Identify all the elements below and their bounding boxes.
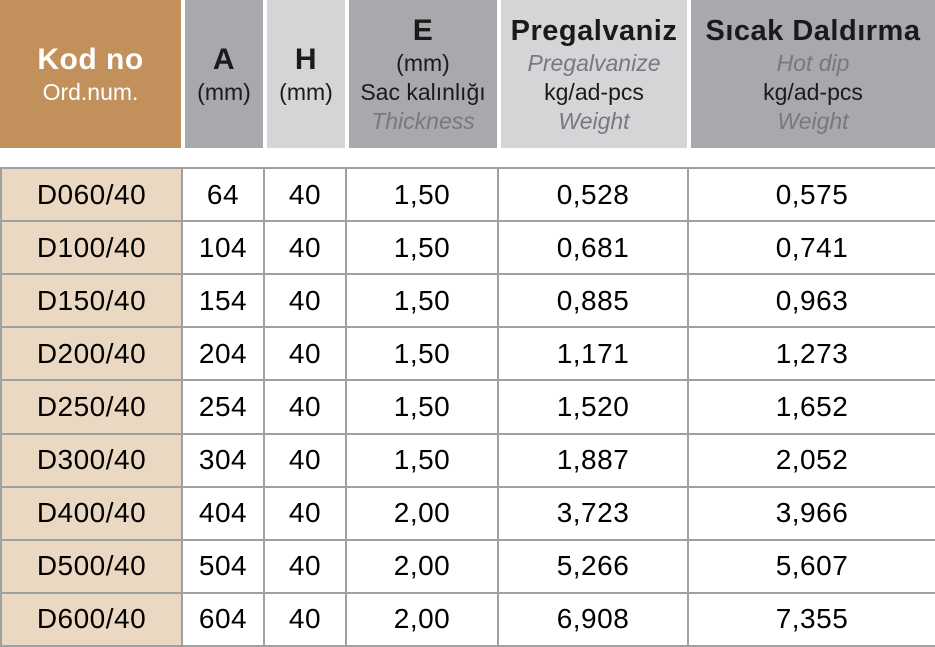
- cell-sicak-daldirma: 5,607: [687, 538, 935, 594]
- cell-pregalvaniz: 6,908: [497, 591, 689, 647]
- cell-e: 1,50: [345, 273, 499, 329]
- cell-pregalvaniz: 5,266: [497, 538, 689, 594]
- header-pregalvaniz-title: Pregalvaniz: [510, 14, 678, 47]
- header-pregalvaniz-unit: kg/ad-pcs: [544, 78, 644, 105]
- cell-a: 204: [181, 326, 265, 382]
- cell-sicak-daldirma: 0,741: [687, 220, 935, 276]
- table-header: Kod no Ord.num. A (mm) H (mm) E (mm) Sac…: [0, 0, 935, 148]
- cell-kod: D150/40: [0, 273, 183, 329]
- cell-h: 40: [263, 538, 347, 594]
- table-row: D100/40 104 40 1,50 0,681 0,741: [0, 220, 935, 276]
- cell-a: 304: [181, 432, 265, 488]
- cell-sicak-daldirma: 1,273: [687, 326, 935, 382]
- cell-a: 404: [181, 485, 265, 541]
- header-sicak-daldirma-title: Sıcak Daldırma: [705, 14, 921, 47]
- spec-table: D060/40 64 40 1,50 0,528 0,575 D100/40 1…: [0, 166, 935, 647]
- header-pregalvaniz-unit-en: Weight: [558, 107, 630, 134]
- cell-pregalvaniz: 1,520: [497, 379, 689, 435]
- header-a-title: A: [212, 42, 236, 76]
- header-e-title: E: [412, 13, 434, 47]
- cell-sicak-daldirma: 1,652: [687, 379, 935, 435]
- cell-e: 1,50: [345, 166, 499, 223]
- cell-a: 604: [181, 591, 265, 647]
- header-sicak-daldirma-unit: kg/ad-pcs: [763, 78, 863, 105]
- cell-pregalvaniz: 1,171: [497, 326, 689, 382]
- header-kod-title: Kod no: [37, 42, 144, 76]
- cell-h: 40: [263, 379, 347, 435]
- header-pregalvaniz-title-en: Pregalvanize: [527, 49, 661, 76]
- cell-kod: D400/40: [0, 485, 183, 541]
- cell-kod: D060/40: [0, 166, 183, 223]
- cell-sicak-daldirma: 0,963: [687, 273, 935, 329]
- cell-h: 40: [263, 591, 347, 647]
- cell-e: 2,00: [345, 538, 499, 594]
- header-e-thickness-en: Thickness: [371, 107, 475, 134]
- header-h-title: H: [294, 42, 318, 76]
- header-sicak-daldirma: Sıcak Daldırma Hot dip kg/ad-pcs Weight: [687, 0, 935, 148]
- cell-kod: D600/40: [0, 591, 183, 647]
- table-row: D500/40 504 40 2,00 5,266 5,607: [0, 538, 935, 594]
- cell-sicak-daldirma: 7,355: [687, 591, 935, 647]
- cell-sicak-daldirma: 2,052: [687, 432, 935, 488]
- cell-kod: D200/40: [0, 326, 183, 382]
- table-row: D200/40 204 40 1,50 1,171 1,273: [0, 326, 935, 382]
- header-a: A (mm): [181, 0, 263, 148]
- cell-pregalvaniz: 0,885: [497, 273, 689, 329]
- header-sicak-daldirma-unit-en: Weight: [777, 107, 849, 134]
- cell-h: 40: [263, 432, 347, 488]
- cell-kod: D100/40: [0, 220, 183, 276]
- cell-h: 40: [263, 273, 347, 329]
- cell-h: 40: [263, 326, 347, 382]
- cell-kod: D300/40: [0, 432, 183, 488]
- table-row: D400/40 404 40 2,00 3,723 3,966: [0, 485, 935, 541]
- header-pregalvaniz: Pregalvaniz Pregalvanize kg/ad-pcs Weigh…: [497, 0, 687, 148]
- header-a-unit: (mm): [197, 78, 251, 105]
- cell-e: 1,50: [345, 432, 499, 488]
- cell-pregalvaniz: 0,681: [497, 220, 689, 276]
- cell-pregalvaniz: 1,887: [497, 432, 689, 488]
- cell-h: 40: [263, 166, 347, 223]
- cell-a: 64: [181, 166, 265, 223]
- cell-kod: D500/40: [0, 538, 183, 594]
- header-h: H (mm): [263, 0, 345, 148]
- cell-e: 1,50: [345, 220, 499, 276]
- header-e-unit: (mm): [396, 49, 450, 76]
- table-row: D250/40 254 40 1,50 1,520 1,652: [0, 379, 935, 435]
- cell-sicak-daldirma: 3,966: [687, 485, 935, 541]
- table-row: D150/40 154 40 1,50 0,885 0,963: [0, 273, 935, 329]
- cell-kod: D250/40: [0, 379, 183, 435]
- cell-e: 1,50: [345, 326, 499, 382]
- cell-pregalvaniz: 3,723: [497, 485, 689, 541]
- cell-sicak-daldirma: 0,575: [687, 166, 935, 223]
- cell-a: 154: [181, 273, 265, 329]
- table-row: D300/40 304 40 1,50 1,887 2,052: [0, 432, 935, 488]
- header-e-thickness: E (mm) Sac kalınlığı Thickness: [345, 0, 497, 148]
- header-sicak-daldirma-title-en: Hot dip: [776, 49, 850, 76]
- header-body-spacer: [0, 148, 935, 167]
- cell-a: 504: [181, 538, 265, 594]
- table-row: D600/40 604 40 2,00 6,908 7,355: [0, 591, 935, 647]
- cell-e: 1,50: [345, 379, 499, 435]
- cell-pregalvaniz: 0,528: [497, 166, 689, 223]
- cell-e: 2,00: [345, 485, 499, 541]
- cell-a: 104: [181, 220, 265, 276]
- cell-e: 2,00: [345, 591, 499, 647]
- header-e-thickness-tr: Sac kalınlığı: [360, 78, 486, 105]
- cell-h: 40: [263, 485, 347, 541]
- table-row: D060/40 64 40 1,50 0,528 0,575: [0, 166, 935, 223]
- header-kod-subtitle: Ord.num.: [42, 78, 139, 105]
- header-h-unit: (mm): [279, 78, 333, 105]
- cell-a: 254: [181, 379, 265, 435]
- header-kod-no: Kod no Ord.num.: [0, 0, 181, 148]
- cell-h: 40: [263, 220, 347, 276]
